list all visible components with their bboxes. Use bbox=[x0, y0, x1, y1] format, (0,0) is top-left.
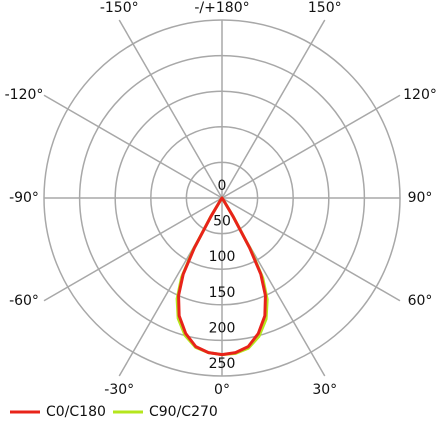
grid-spoke bbox=[43, 94, 223, 199]
angle-label: 30° bbox=[312, 382, 337, 398]
r-tick-label: 250 bbox=[209, 356, 236, 372]
legend-label: C0/C180 bbox=[46, 404, 106, 420]
angle-label: -150° bbox=[100, 0, 139, 16]
legend-label: C90/C270 bbox=[149, 404, 218, 420]
angle-label: -120° bbox=[5, 87, 44, 103]
grid-spoke bbox=[43, 197, 223, 302]
grid-spoke bbox=[221, 19, 326, 199]
angle-label: -60° bbox=[9, 293, 39, 309]
r-tick-label: 200 bbox=[209, 320, 236, 336]
r-tick-label: 150 bbox=[209, 285, 236, 301]
intensity-curve bbox=[177, 196, 267, 357]
grid-spoke bbox=[221, 94, 401, 199]
angle-label: -/+180° bbox=[194, 0, 249, 16]
angle-label: 0° bbox=[214, 382, 230, 398]
angle-label: -90° bbox=[9, 190, 39, 206]
r-tick-label: 100 bbox=[209, 249, 236, 265]
grid-spoke bbox=[221, 197, 401, 302]
angle-label: -30° bbox=[104, 382, 134, 398]
angle-label: 120° bbox=[403, 87, 437, 103]
angle-label: 150° bbox=[308, 0, 342, 16]
angle-label: 60° bbox=[408, 293, 433, 309]
r-tick-label: 50 bbox=[213, 214, 231, 230]
grid-spoke bbox=[118, 19, 223, 199]
angle-label: 90° bbox=[408, 190, 433, 206]
r-tick-label: 0 bbox=[218, 178, 227, 194]
